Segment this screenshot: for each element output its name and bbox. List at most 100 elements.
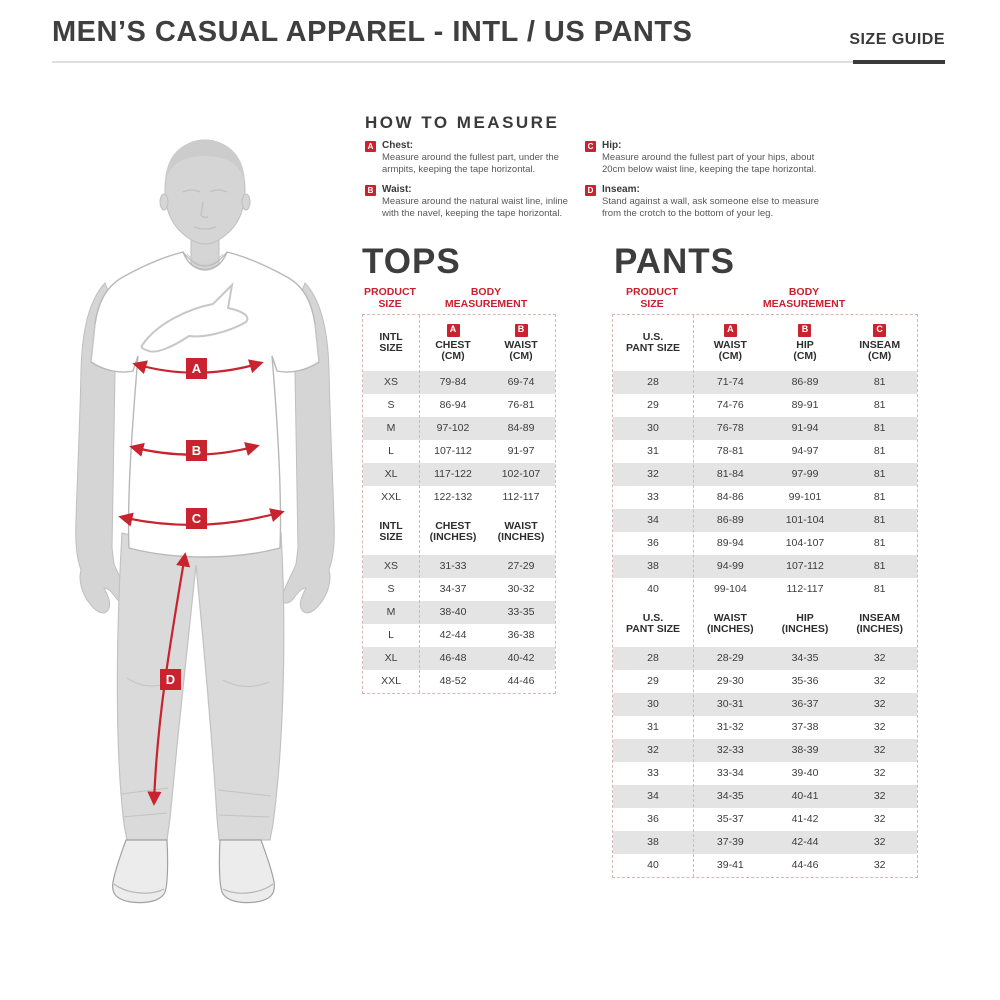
measure-text: Measure around the natural waist line, i… <box>382 196 568 219</box>
inseam-inches-header: INSEAM (INCHES) <box>856 611 903 635</box>
table-cell: 37-39 <box>716 836 744 848</box>
table-cell: 81 <box>873 445 886 457</box>
table-cell: 79-84 <box>439 376 467 388</box>
table-cell: XXL <box>381 675 401 687</box>
hip-inches-header: HIP (INCHES) <box>781 611 829 635</box>
table-row: 38 37-39 42-44 32 <box>613 831 917 854</box>
table-row: XS 31-33 27-29 <box>363 555 555 578</box>
table-row: XXL 122-132 112-117 <box>363 486 555 509</box>
table-cell: M <box>386 606 396 618</box>
table-cell: 28-29 <box>716 652 744 664</box>
pants-inches-header: U.S. PANT SIZE WAIST (INCHES) HIP (INCHE… <box>613 601 917 647</box>
measure-item-waist: B Waist: Measure around the natural wais… <box>365 184 577 220</box>
product-size-label: PRODUCT SIZE <box>626 286 678 310</box>
waist-cm-header: A WAIST (CM) <box>713 323 747 362</box>
table-cell: 32 <box>647 468 659 480</box>
table-cell: 81 <box>873 537 886 549</box>
table-cell: 99-104 <box>713 583 747 595</box>
body-measurement-label: BODY MEASUREMENT <box>762 286 846 310</box>
table-cell: 27-29 <box>507 560 535 572</box>
table-row: 32 32-33 38-39 32 <box>613 739 917 762</box>
tops-inches-rows: XS 31-33 27-29 S 34-37 30-32 M 38-40 33-35 L 42-44… <box>363 555 555 693</box>
marker-b-label: B <box>192 443 201 458</box>
waist-cm-header: B WAIST (CM) <box>504 323 538 362</box>
table-row: S 34-37 30-32 <box>363 578 555 601</box>
table-cell: 84-89 <box>507 422 535 434</box>
table-cell: 122-132 <box>433 491 473 503</box>
measure-text: Measure around the fullest part, under t… <box>382 152 559 175</box>
table-cell: 35-37 <box>716 813 744 825</box>
figure-pants <box>116 532 285 841</box>
measurement-figure: A B C D <box>75 139 335 904</box>
table-cell: 48-52 <box>439 675 467 687</box>
measure-item-hip: C Hip: Measure around the fullest part o… <box>585 140 837 176</box>
table-cell: 34 <box>647 790 659 802</box>
table-cell: 94-99 <box>716 560 744 572</box>
table-cell: 107-112 <box>786 560 824 572</box>
size-guide-tab[interactable]: SIZE GUIDE <box>849 31 945 48</box>
table-cell: 34-37 <box>439 583 467 595</box>
table-cell: 32 <box>873 675 886 687</box>
measure-label: Chest: <box>382 140 414 151</box>
table-cell: 81 <box>873 399 886 411</box>
table-row: 34 34-35 40-41 32 <box>613 785 917 808</box>
marker-b-badge: B <box>365 185 376 196</box>
table-cell: 107-112 <box>434 445 472 457</box>
table-row: 28 28-29 34-35 32 <box>613 647 917 670</box>
table-cell: 33 <box>647 491 659 503</box>
table-cell: 89-94 <box>716 537 744 549</box>
marker-d-label: D <box>166 672 175 687</box>
table-cell: S <box>387 399 395 411</box>
table-cell: 38 <box>647 560 659 572</box>
size-column-header: U.S. PANT SIZE <box>625 330 681 354</box>
body-measurement-label: BODY MEASUREMENT <box>444 286 528 310</box>
measure-text: Stand against a wall, ask someone else t… <box>602 196 820 219</box>
page-title: MEN’S CASUAL APPAREL - INTL / US PANTS <box>52 16 693 48</box>
table-cell: 36 <box>647 813 659 825</box>
table-cell: 31 <box>647 445 659 457</box>
table-cell: S <box>387 583 395 595</box>
table-cell: 32 <box>873 721 886 733</box>
table-cell: 30-31 <box>716 698 744 710</box>
table-row: 29 29-30 35-36 32 <box>613 670 917 693</box>
table-row: 31 31-32 37-38 32 <box>613 716 917 739</box>
size-guide-underline <box>853 60 945 64</box>
table-row: S 86-94 76-81 <box>363 394 555 417</box>
measure-label: Hip: <box>602 140 622 151</box>
pants-inches-rows: 28 28-29 34-35 32 29 29-30 35-36 32 30 30-31 36-37… <box>613 647 917 877</box>
table-row: 40 99-104 112-117 81 <box>613 578 917 601</box>
pants-column-labels: PRODUCT SIZE BODY MEASUREMENT <box>612 286 916 310</box>
table-row: XL 46-48 40-42 <box>363 647 555 670</box>
table-row: L 42-44 36-38 <box>363 624 555 647</box>
table-cell: 112-117 <box>786 583 824 595</box>
table-cell: 32-33 <box>716 744 744 756</box>
table-cell: 104-107 <box>785 537 825 549</box>
table-row: 32 81-84 97-99 81 <box>613 463 917 486</box>
marker-d-badge: D <box>585 185 596 196</box>
measure-label: Inseam: <box>602 184 640 195</box>
chest-cm-header: A CHEST (CM) <box>435 323 471 362</box>
table-cell: 81 <box>873 376 886 388</box>
tops-inches-header: INTL SIZE CHEST (INCHES) WAIST (INCHES) <box>363 509 555 555</box>
table-cell: 86-94 <box>439 399 467 411</box>
table-cell: 33-34 <box>716 767 744 779</box>
measure-item-chest: A Chest: Measure around the fullest part… <box>365 140 577 176</box>
table-cell: 32 <box>873 652 886 664</box>
table-cell: 36-37 <box>791 698 819 710</box>
table-cell: 29 <box>647 399 659 411</box>
table-row: L 107-112 91-97 <box>363 440 555 463</box>
table-cell: 99-101 <box>788 491 822 503</box>
table-cell: 39-40 <box>791 767 819 779</box>
table-row: 30 30-31 36-37 32 <box>613 693 917 716</box>
measure-label: Waist: <box>382 184 412 195</box>
table-cell: 101-104 <box>785 514 825 526</box>
table-cell: 34 <box>647 514 659 526</box>
table-cell: 32 <box>873 813 886 825</box>
table-row: 38 94-99 107-112 81 <box>613 555 917 578</box>
table-cell: 97-99 <box>791 468 819 480</box>
table-cell: XXL <box>381 491 401 503</box>
table-cell: 30 <box>647 422 659 434</box>
table-cell: 33-35 <box>507 606 535 618</box>
table-cell: 38 <box>647 836 659 848</box>
table-row: M 38-40 33-35 <box>363 601 555 624</box>
